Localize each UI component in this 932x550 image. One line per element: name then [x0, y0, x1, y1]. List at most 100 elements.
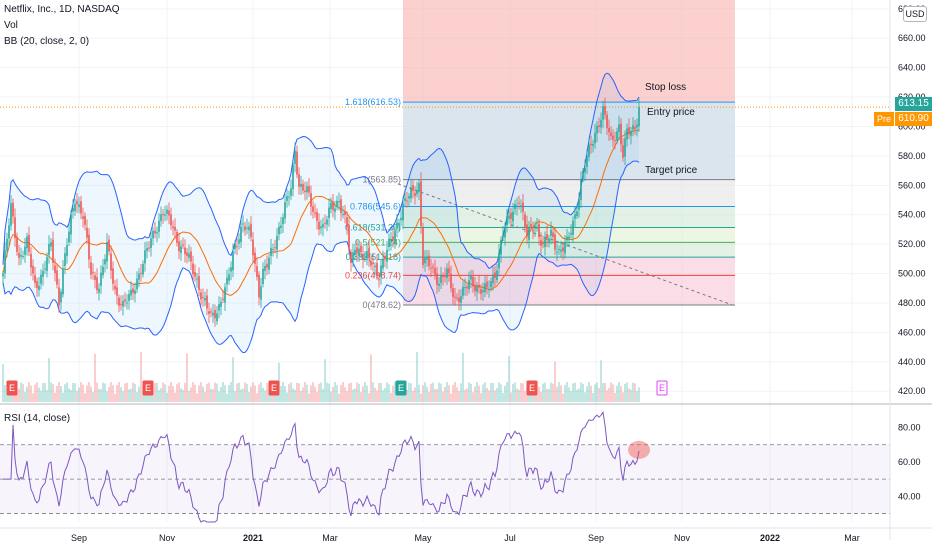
volume-bar: [326, 382, 328, 402]
volume-bar: [106, 391, 108, 402]
volume-bar: [324, 359, 326, 402]
candle-body: [12, 202, 14, 217]
currency-button[interactable]: USD: [903, 6, 927, 22]
candle-body: [162, 213, 164, 216]
candle-body: [604, 106, 606, 115]
volume-bar: [80, 382, 82, 402]
candle-body: [216, 313, 218, 322]
candle-body: [370, 261, 372, 266]
volume-bar: [596, 382, 598, 402]
volume-bar: [344, 387, 346, 402]
volume-bar: [92, 391, 94, 402]
volume-bar: [426, 386, 428, 402]
volume-bar: [484, 382, 486, 402]
volume-bar: [256, 393, 258, 402]
candle-body: [318, 221, 320, 230]
candle-body: [8, 225, 10, 239]
candle-body: [134, 290, 136, 295]
earnings-marker[interactable]: E: [395, 380, 407, 396]
candle-body: [354, 249, 356, 255]
candle-body: [196, 278, 198, 280]
volume-bar: [18, 388, 20, 402]
candle-body: [294, 150, 296, 164]
candle-body: [320, 226, 322, 229]
volume-bar: [168, 385, 170, 402]
volume-bar: [160, 388, 162, 402]
candle-body: [570, 232, 572, 235]
volume-bar: [350, 382, 352, 402]
volume-bar: [346, 391, 348, 402]
candle-body: [100, 272, 102, 286]
candle-body: [200, 292, 202, 300]
volume-bar: [72, 382, 74, 402]
candle-body: [592, 144, 594, 146]
candle-body: [448, 268, 450, 274]
candle-body: [222, 298, 224, 300]
volume-bar: [606, 390, 608, 402]
volume-bar: [366, 385, 368, 402]
candle-body: [42, 270, 44, 277]
volume-bar: [184, 382, 186, 402]
earnings-marker[interactable]: E: [656, 380, 668, 396]
volume-bar: [242, 388, 244, 402]
candle-body: [428, 255, 430, 267]
candle-body: [480, 289, 482, 294]
candle-body: [420, 181, 422, 226]
candle-body: [108, 239, 110, 252]
candle-body: [620, 123, 622, 145]
rsi-line: [3, 410, 640, 523]
volume-bar: [140, 352, 142, 402]
candle-body: [534, 225, 536, 229]
candle-body: [546, 234, 548, 241]
candle-body: [532, 229, 534, 232]
candle-body: [490, 281, 492, 288]
candle-body: [396, 222, 398, 229]
volume-bar: [460, 383, 462, 402]
volume-bar: [220, 386, 222, 402]
candle-body: [256, 266, 258, 278]
volume-bar: [224, 385, 226, 402]
candle-body: [148, 247, 150, 249]
candle-body: [156, 232, 158, 234]
volume-bar: [354, 388, 356, 402]
volume-bar: [302, 387, 304, 402]
earnings-marker[interactable]: E: [526, 380, 538, 396]
volume-bar: [186, 353, 188, 402]
volume-bar: [102, 382, 104, 402]
candle-body: [624, 138, 626, 157]
earnings-marker[interactable]: E: [268, 380, 280, 396]
bollinger-upper: [2, 72, 640, 270]
candle-body: [54, 265, 56, 274]
candle-body: [62, 268, 64, 295]
volume-bar: [260, 382, 262, 402]
candle-body: [566, 236, 568, 241]
volume-bar: [166, 392, 168, 402]
volume-bar: [34, 384, 36, 402]
volume-bar: [234, 391, 236, 402]
candle-body: [198, 276, 200, 290]
earnings-marker[interactable]: E: [142, 380, 154, 396]
volume-bar: [172, 386, 174, 402]
volume-bar: [68, 388, 70, 402]
candle-body: [278, 226, 280, 235]
volume-bar: [626, 382, 628, 402]
candle-body: [618, 124, 620, 133]
volume-bar: [156, 382, 158, 402]
candle-body: [492, 274, 494, 284]
volume-bar: [258, 384, 260, 402]
time-axis-tick: May: [414, 533, 432, 543]
candle-body: [304, 190, 306, 193]
volume-bar: [266, 383, 268, 402]
earnings-marker[interactable]: E: [6, 380, 18, 396]
candle-body: [388, 238, 390, 248]
candle-body: [240, 226, 242, 243]
earnings-marker-box: [6, 380, 18, 396]
candle-body: [130, 289, 132, 296]
candle-body: [186, 252, 188, 256]
candle-body: [474, 285, 476, 291]
volume-bar: [188, 390, 190, 402]
candle-body: [122, 300, 124, 307]
volume-bar: [408, 382, 410, 402]
